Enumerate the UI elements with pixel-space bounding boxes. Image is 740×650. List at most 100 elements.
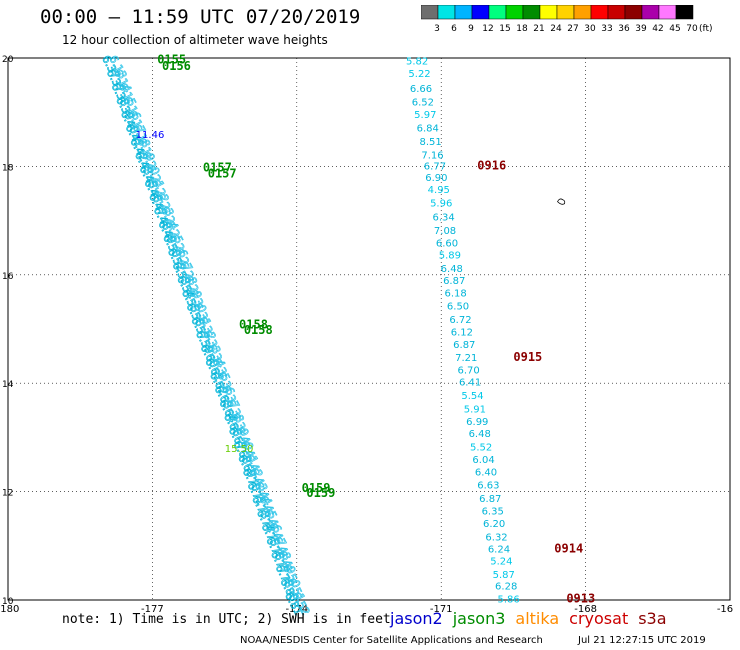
time-label: 0158 [244,323,273,337]
wave-height-point: 6.60 [436,238,458,249]
x-tick-label: -174 [285,604,308,615]
colorbar-label: 6 [451,24,457,33]
footer-credit: NOAA/NESDIS Center for Satellite Applica… [240,635,543,646]
wave-height-point: 6.99 [466,417,488,428]
colorbar-label: 27 [567,24,578,33]
wave-height-point: 6.87 [479,494,501,505]
wave-height-point: 6.20 [483,519,505,530]
wave-height-point: 6.66 [410,84,432,95]
wave-height-point: 6.52 [412,97,434,108]
wave-height-point: 6.70 [458,366,480,377]
wave-height-point: 6.48 [469,429,491,440]
time-label: 0157 [203,160,232,174]
colorbar-label: 24 [550,24,562,33]
satellite-legend: jason2 jason3 altika cryosat s3a [390,609,677,628]
colorbar-label: 21 [533,24,544,33]
wave-height-point: 6.90 [425,173,447,184]
colorbar-label: 18 [516,24,528,33]
x-tick-label: -16 [717,604,733,615]
x-tick-label: -168 [574,604,597,615]
wave-height-point: 6.50 [447,302,469,313]
legend-altika: altika [515,609,560,628]
island-outline [557,198,566,205]
wave-height-point: 7.08 [434,226,456,237]
chart-subtitle: 12 hour collection of altimeter wave hei… [62,33,328,47]
colorbar-label: 39 [635,24,647,33]
wave-height-point: 6.12 [451,328,473,339]
colorbar-label: 3 [434,24,440,33]
wave-height-point: 7.16 [421,150,443,161]
time-label: 0156 [162,59,191,73]
legend-jason2: jason2 [390,609,443,628]
wave-height-point: 15.50 [225,444,254,455]
chart-title: 00:00 – 11:59 UTC 07/20/2019 [40,6,361,28]
legend-jason3: jason3 [452,609,506,628]
wave-height-point: 6.77 [424,161,446,172]
wave-height-point: 7.21 [455,353,477,364]
colorbar-label: 36 [618,24,630,33]
colorbar-legend: 3 6 9 12 15 18 21 24 27 30 33 36 39 42 45 70 (ft) [421,5,713,33]
wave-height-point: 6.35 [482,507,504,518]
wave-height-point: 6.63 [477,481,499,492]
wave-height-point: 4.95 [428,185,450,196]
wave-height-point: 6.34 [432,212,454,223]
wave-height-point: 6.28 [495,581,517,592]
colorbar-label: 15 [499,24,510,33]
plot-frame [7,57,731,601]
wave-height-point: 5.22 [408,69,430,80]
footer-note: note: 1) Time is in UTC; 2) SWH is in fe… [62,612,391,627]
wave-height-point: 6.24 [488,545,510,556]
time-label: 0159 [306,486,335,500]
colorbar-label: 33 [601,24,612,33]
wave-height-point: 8.51 [419,137,441,148]
wave-height-point: 5.97 [414,110,436,121]
wave-height-point: 5.96 [430,199,452,210]
wave-height-point: 5.52 [470,443,492,454]
wave-height-point: 6.40 [475,468,497,479]
wave-height-point: 5.82 [406,57,428,68]
time-label: 0915 [513,350,542,364]
wave-height-point: 6.04 [472,455,494,466]
y-tick-label: 14 [2,380,14,390]
wave-height-point: 11.46 [136,130,165,141]
wave-height-point: 5.24 [490,556,512,567]
wave-height-point: 5.91 [464,405,486,416]
y-tick-label: 18 [2,163,14,173]
footer-timestamp: Jul 21 12:27:15 UTC 2019 [578,635,706,646]
wave-height-point: 6.87 [453,340,475,351]
x-tick-label: -177 [141,604,164,615]
time-label: 0914 [554,542,583,556]
colorbar-label: 30 [584,24,596,33]
colorbar-label: 45 [669,24,680,33]
time-label: 0157 [208,166,237,180]
time-label: 0916 [477,158,506,172]
legend-s3a: s3a [638,609,667,628]
wave-height-point: 6.87 [443,276,465,287]
wave-height-point: 5.89 [439,251,461,262]
x-tick-label: -180 [0,604,19,615]
wave-height-point: 5.54 [461,391,483,402]
wave-height-point: 6.18 [445,289,467,300]
y-tick-label: 12 [2,489,13,499]
colorbar-label: 70 [686,24,698,33]
wave-height-point: 6.84 [417,123,439,134]
colorbar-label: 9 [468,24,474,33]
colorbar-label: 42 [652,24,663,33]
wave-height-point: 6.48 [441,264,463,275]
colorbar-unit: (ft) [699,24,713,33]
y-tick-label: 16 [2,272,14,282]
wave-height-point: 6.72 [449,315,471,326]
time-label: 0155 [157,53,186,67]
wave-height-point: 6.32 [485,533,507,544]
time-label: 0159 [302,481,331,495]
wave-height-point: 5.87 [493,570,515,581]
wave-height-point: 6.41 [459,378,481,389]
x-tick-label: -171 [430,604,453,615]
time-label: 0913 [566,591,595,605]
wave-height-point: 5.86 [497,594,519,605]
y-tick-label: 10 [2,597,14,607]
time-label: 0158 [239,318,268,332]
colorbar-label: 12 [482,24,493,33]
y-tick-label: 20 [2,55,14,65]
